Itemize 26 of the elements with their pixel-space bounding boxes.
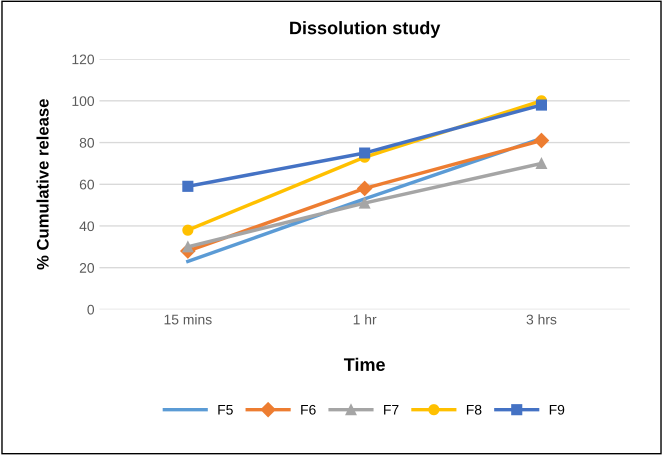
legend-label: F6 bbox=[301, 404, 316, 415]
chart-title: Dissolution study bbox=[290, 21, 440, 38]
x-axis-title: Time bbox=[344, 358, 385, 372]
y-tick-label: 20 bbox=[80, 263, 94, 273]
y-tick-label: 120 bbox=[72, 54, 94, 64]
x-tick-label: 3 hrs bbox=[526, 314, 556, 324]
y-tick-label: 80 bbox=[80, 138, 94, 148]
legend-label: F7 bbox=[384, 404, 398, 415]
point bbox=[182, 224, 194, 236]
legend-label: F8 bbox=[466, 404, 482, 415]
point bbox=[536, 99, 548, 111]
y-tick-label: 0 bbox=[87, 304, 94, 315]
y-tick-label: 100 bbox=[72, 96, 94, 106]
point bbox=[357, 180, 372, 196]
point bbox=[182, 180, 194, 192]
y-tick-label: 40 bbox=[79, 221, 94, 232]
point bbox=[536, 158, 548, 169]
x-tick-label: 15 mins bbox=[164, 314, 212, 324]
x-tick-label: 1 hr bbox=[354, 314, 376, 324]
point bbox=[534, 132, 550, 148]
legend-label: F9 bbox=[550, 404, 564, 415]
y-tick-label: 60 bbox=[80, 180, 94, 190]
point bbox=[359, 197, 370, 209]
y-axis-title: % Cumulative release bbox=[36, 99, 49, 270]
point bbox=[359, 147, 370, 159]
legend-label: F5 bbox=[218, 404, 233, 415]
